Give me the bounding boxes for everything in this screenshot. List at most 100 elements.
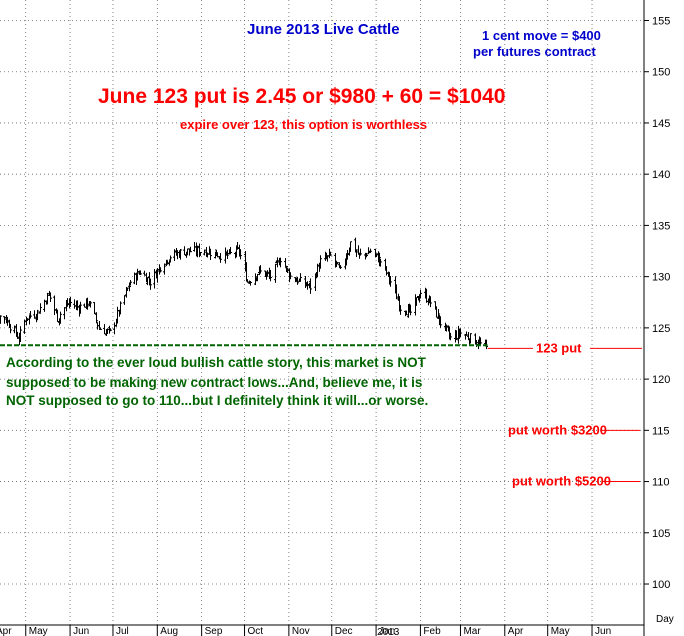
ohlc-bar (246, 279, 249, 283)
ohlc-bar (179, 248, 182, 260)
ohlc-bar (375, 253, 378, 257)
ohlc-bar (196, 245, 199, 258)
month-label: Jun (73, 626, 89, 636)
y-tick-label: 120 (652, 374, 670, 386)
y-axis: 100 105 110 115 120 125 130 135 140 145 150 155 (643, 0, 670, 636)
ohlc-bar (169, 255, 172, 263)
ohlc-bar (226, 249, 229, 260)
contract-note-line2: per futures contract (473, 44, 596, 59)
ohlc-bar (56, 309, 59, 323)
ohlc-bar (469, 333, 472, 344)
x-unit-label: Day (656, 614, 674, 625)
ohlc-bar (79, 301, 82, 314)
ohlc-bar (339, 265, 342, 269)
ohlc-bar (66, 298, 69, 307)
ohlc-bar (159, 268, 162, 273)
ohlc-bar (29, 311, 32, 319)
ohlc-bar (429, 296, 432, 308)
ohlc-bar (365, 252, 368, 258)
ohlc-bar (439, 316, 442, 328)
ohlc-bar (455, 330, 458, 340)
ohlc-bar (183, 246, 186, 256)
y-tick-label: 115 (652, 425, 670, 437)
ohlc-bar (259, 265, 262, 274)
ohlc-bar (229, 247, 232, 255)
ohlc-bar (399, 305, 402, 315)
ohlc-bar (336, 262, 339, 265)
target-label: put worth $5200 (512, 474, 611, 489)
ohlc-bar (13, 325, 16, 334)
ohlc-bar (409, 304, 412, 316)
ohlc-bar (163, 263, 166, 275)
ohlc-bar (189, 246, 192, 253)
month-label: Feb (423, 626, 441, 636)
ohlc-bar (43, 299, 46, 312)
ohlc-bar (379, 258, 382, 267)
ohlc-bar (126, 287, 129, 291)
y-tick-label: 130 (652, 272, 670, 284)
ohlc-bar (89, 301, 92, 308)
ohlc-bar (129, 279, 132, 286)
contract-note-line1: 1 cent move = $400 (482, 28, 601, 43)
ohlc-bar (133, 272, 136, 285)
ohlc-bar (254, 273, 257, 285)
ohlc-bar (316, 263, 319, 278)
ohlc-bar (99, 327, 102, 330)
ohlc-bar (153, 269, 156, 289)
ohlc-bar (219, 252, 222, 263)
y-tick-label: 110 (652, 477, 670, 489)
ohlc-bar (3, 316, 6, 324)
strike-label: 123 put (536, 340, 582, 355)
month-label: Mar (463, 626, 481, 636)
ohlc-bar (279, 257, 282, 268)
ohlc-bar (109, 328, 112, 332)
month-label: Jul (116, 626, 129, 636)
ohlc-bar (249, 281, 252, 286)
ohlc-bar (0, 315, 2, 324)
ohlc-bar (39, 303, 42, 313)
ohlc-bar (106, 328, 109, 334)
expire-note: expire over 123, this option is worthles… (180, 117, 427, 132)
ohlc-bar (369, 248, 372, 253)
ohlc-bar (266, 270, 269, 277)
ohlc-bar (415, 297, 418, 306)
put-price-headline: June 123 put is 2.45 or $980 + 60 = $104… (98, 85, 505, 108)
ohlc-bar (269, 270, 272, 282)
ohlc-bar (6, 316, 9, 326)
month-label: Jan (379, 626, 395, 636)
y-tick-label: 155 (652, 15, 670, 27)
ohlc-bar (128, 282, 131, 292)
ohlc-bar (93, 302, 96, 315)
ohlc-bar (95, 312, 98, 324)
ohlc-bar (119, 301, 122, 315)
ohlc-bar (173, 249, 176, 261)
ohlc-bar (165, 259, 168, 267)
ohlc-bar (306, 281, 309, 290)
y-tick-label: 125 (652, 323, 670, 335)
month-label: Nov (292, 626, 310, 636)
month-label: Sep (205, 626, 223, 636)
ohlc-bar (156, 268, 159, 283)
ohlc-bar (69, 297, 72, 307)
ohlc-bar (199, 251, 202, 256)
ohlc-bar (289, 272, 292, 280)
y-tick-label: 145 (652, 118, 670, 130)
month-label: Jun (595, 626, 611, 636)
ohlc-bar (405, 310, 408, 316)
x-axis: Apr May Jun Jul Aug Sep Oct Nov Dec Jan Feb Mar Apr M… (0, 614, 674, 636)
y-tick-label: 100 (652, 579, 670, 591)
ohlc-bar (236, 242, 239, 250)
month-label: Dec (335, 626, 353, 636)
ohlc-bar (113, 322, 116, 335)
ohlc-bar (36, 309, 39, 321)
ohlc-bar (435, 306, 438, 318)
ohlc-bar (59, 311, 62, 324)
y-tick-label: 135 (652, 220, 670, 232)
commentary-line-3: NOT supposed to go to 110...but I defini… (6, 393, 428, 408)
ohlc-bar (256, 273, 259, 282)
ohlc-bar (103, 324, 106, 335)
y-tick-label: 140 (652, 169, 670, 181)
ohlc-bar (46, 292, 49, 305)
